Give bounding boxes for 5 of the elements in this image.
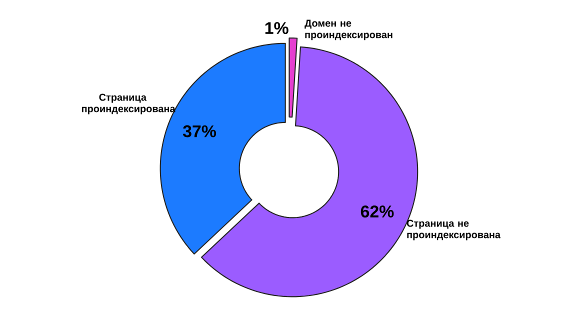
slice-label: Домен не проиндексирован (304, 20, 392, 40)
data-label: 37% (182, 125, 216, 138)
slice-label: Страница не проиндексирована (406, 220, 501, 240)
data-label: 62% (360, 206, 394, 218)
data-label: 1% (265, 22, 288, 34)
